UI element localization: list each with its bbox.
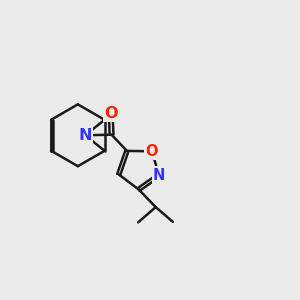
Text: N: N [78, 128, 92, 143]
Text: O: O [146, 144, 158, 159]
Text: N: N [153, 168, 165, 183]
Text: O: O [104, 106, 117, 121]
